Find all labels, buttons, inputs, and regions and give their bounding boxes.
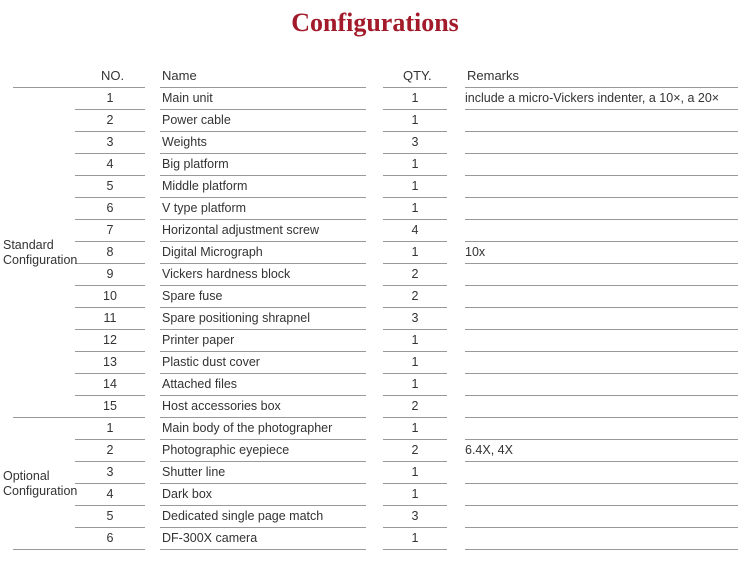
cell-name: Main body of the photographer (160, 418, 366, 440)
cell-qty: 1 (383, 88, 447, 110)
cell-remarks (465, 198, 738, 220)
cell-name: Shutter line (160, 462, 366, 484)
cell-name: Power cable (160, 110, 366, 132)
cell-name: Big platform (160, 154, 366, 176)
cell-name: Dark box (160, 484, 366, 506)
cell-qty: 1 (383, 352, 447, 374)
group-label: Standard Configuration (3, 238, 77, 268)
divider (160, 87, 366, 88)
header-qty: QTY. (403, 68, 432, 83)
cell-qty: 1 (383, 374, 447, 396)
cell-no: 6 (75, 198, 145, 220)
cell-remarks: include a micro-Vickers indenter, a 10×,… (465, 88, 738, 110)
group-label: Optional Configuration (3, 469, 77, 499)
cell-no: 5 (75, 176, 145, 198)
cell-name: Attached files (160, 374, 366, 396)
cell-qty: 1 (383, 242, 447, 264)
cell-qty: 2 (383, 286, 447, 308)
cell-no: 14 (75, 374, 145, 396)
cell-name: Dedicated single page match (160, 506, 366, 528)
cell-remarks (465, 308, 738, 330)
cell-name: Photographic eyepiece (160, 440, 366, 462)
cell-name: DF-300X camera (160, 528, 366, 550)
cell-remarks (465, 330, 738, 352)
cell-no: 6 (13, 528, 145, 550)
cell-no: 13 (75, 352, 145, 374)
cell-no: 5 (75, 506, 145, 528)
cell-no: 4 (75, 484, 145, 506)
cell-qty: 1 (383, 418, 447, 440)
cell-remarks (465, 352, 738, 374)
cell-qty: 4 (383, 220, 447, 242)
cell-name: Spare fuse (160, 286, 366, 308)
cell-no: 9 (75, 264, 145, 286)
cell-no: 8 (75, 242, 145, 264)
cell-qty: 3 (383, 308, 447, 330)
header-no: NO. (101, 68, 125, 83)
cell-name: Digital Micrograph (160, 242, 366, 264)
cell-name: V type platform (160, 198, 366, 220)
divider (13, 87, 145, 88)
cell-qty: 2 (383, 440, 447, 462)
cell-remarks (465, 264, 738, 286)
page-title: Configurations (291, 8, 459, 37)
cell-no: 15 (13, 396, 145, 418)
cell-no: 2 (75, 110, 145, 132)
cell-remarks (465, 396, 738, 418)
group-label-line: Configuration (3, 253, 78, 267)
cell-qty: 2 (383, 396, 447, 418)
cell-remarks (465, 418, 738, 440)
cell-name: Spare positioning shrapnel (160, 308, 366, 330)
cell-no: 7 (75, 220, 145, 242)
cell-qty: 1 (383, 528, 447, 550)
cell-qty: 3 (383, 506, 447, 528)
cell-name: Printer paper (160, 330, 366, 352)
header-remarks: Remarks (467, 68, 520, 83)
cell-no: 3 (75, 462, 145, 484)
cell-qty: 1 (383, 462, 447, 484)
cell-remarks (465, 132, 738, 154)
cell-no: 1 (75, 418, 145, 440)
cell-remarks: 6.4X, 4X (465, 440, 738, 462)
cell-qty: 1 (383, 154, 447, 176)
cell-qty: 1 (383, 176, 447, 198)
group-label-line: Optional (3, 469, 50, 483)
divider (465, 87, 738, 88)
cell-name: Main unit (160, 88, 366, 110)
divider (383, 87, 447, 88)
cell-qty: 1 (383, 110, 447, 132)
header-name: Name (162, 68, 197, 83)
cell-qty: 2 (383, 264, 447, 286)
cell-remarks (465, 462, 738, 484)
cell-qty: 3 (383, 132, 447, 154)
cell-name: Weights (160, 132, 366, 154)
group-label-line: Configuration (3, 484, 78, 498)
cell-no: 4 (75, 154, 145, 176)
cell-no: 12 (75, 330, 145, 352)
cell-name: Host accessories box (160, 396, 366, 418)
cell-no: 10 (75, 286, 145, 308)
cell-remarks (465, 506, 738, 528)
cell-no: 11 (75, 308, 145, 330)
cell-name: Middle platform (160, 176, 366, 198)
cell-no: 3 (75, 132, 145, 154)
cell-remarks (465, 176, 738, 198)
cell-name: Vickers hardness block (160, 264, 366, 286)
cell-remarks (465, 154, 738, 176)
cell-remarks (465, 528, 738, 550)
cell-remarks (465, 484, 738, 506)
cell-qty: 1 (383, 330, 447, 352)
cell-remarks (465, 110, 738, 132)
cell-qty: 1 (383, 198, 447, 220)
cell-remarks (465, 374, 738, 396)
cell-remarks (465, 286, 738, 308)
cell-remarks (465, 220, 738, 242)
cell-remarks: 10x (465, 242, 738, 264)
cell-name: Horizontal adjustment screw (160, 220, 366, 242)
cell-qty: 1 (383, 484, 447, 506)
cell-no: 2 (75, 440, 145, 462)
cell-no: 1 (75, 88, 145, 110)
cell-name: Plastic dust cover (160, 352, 366, 374)
group-label-line: Standard (3, 238, 54, 252)
